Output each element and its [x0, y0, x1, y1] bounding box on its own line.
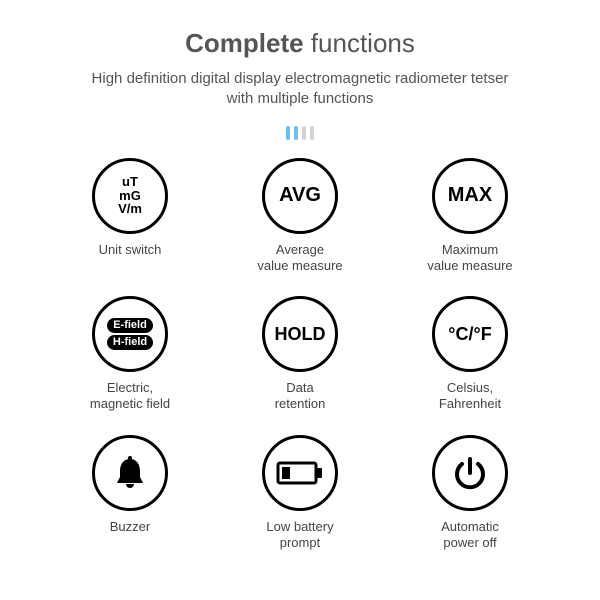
ring-text: HOLD: [275, 325, 326, 344]
loader-indicator: [286, 126, 314, 140]
feature-auto-power-off: Automatic power off: [410, 435, 530, 552]
unit-switch-icon: uT mG V/m: [92, 158, 168, 234]
feature-label: Electric, magnetic field: [90, 380, 170, 413]
feature-eh-field: E-field H-field Electric, magnetic field: [70, 296, 190, 413]
feature-label: Celsius, Fahrenheit: [439, 380, 501, 413]
feature-low-battery: Low battery prompt: [240, 435, 360, 552]
max-icon: MAX: [432, 158, 508, 234]
feature-hold: HOLD Data retention: [240, 296, 360, 413]
ring-text: uT mG V/m: [118, 175, 142, 216]
infographic-page: Complete functions High definition digit…: [0, 0, 600, 600]
feature-grid: uT mG V/m Unit switch AVG Average value …: [70, 158, 530, 552]
loader-bar: [310, 126, 314, 140]
page-subtitle: High definition digital display electrom…: [80, 69, 520, 110]
feature-label: Automatic power off: [441, 519, 499, 552]
title-rest: functions: [304, 28, 415, 58]
e-field-pill: E-field: [107, 318, 153, 333]
title-bold: Complete: [185, 28, 303, 58]
loader-bar: [286, 126, 290, 140]
feature-temp-unit: °C/°F Celsius, Fahrenheit: [410, 296, 530, 413]
power-icon: [432, 435, 508, 511]
ring-text: °C/°F: [448, 325, 491, 344]
loader-bar: [294, 126, 298, 140]
feature-unit-switch: uT mG V/m Unit switch: [70, 158, 190, 275]
feature-label: Data retention: [275, 380, 326, 413]
field-icon: E-field H-field: [92, 296, 168, 372]
feature-label: Low battery prompt: [266, 519, 333, 552]
feature-label: Average value measure: [257, 242, 342, 275]
feature-max: MAX Maximum value measure: [410, 158, 530, 275]
temp-icon: °C/°F: [432, 296, 508, 372]
feature-avg: AVG Average value measure: [240, 158, 360, 275]
loader-bar: [302, 126, 306, 140]
hold-icon: HOLD: [262, 296, 338, 372]
battery-icon: [262, 435, 338, 511]
avg-icon: AVG: [262, 158, 338, 234]
feature-label: Unit switch: [99, 242, 162, 258]
ring-text: MAX: [448, 185, 492, 206]
ring-text: AVG: [279, 185, 321, 206]
feature-buzzer: Buzzer: [70, 435, 190, 552]
feature-label: Buzzer: [110, 519, 150, 535]
bell-icon: [92, 435, 168, 511]
feature-label: Maximum value measure: [427, 242, 512, 275]
h-field-pill: H-field: [107, 335, 153, 350]
page-title: Complete functions: [185, 28, 415, 59]
